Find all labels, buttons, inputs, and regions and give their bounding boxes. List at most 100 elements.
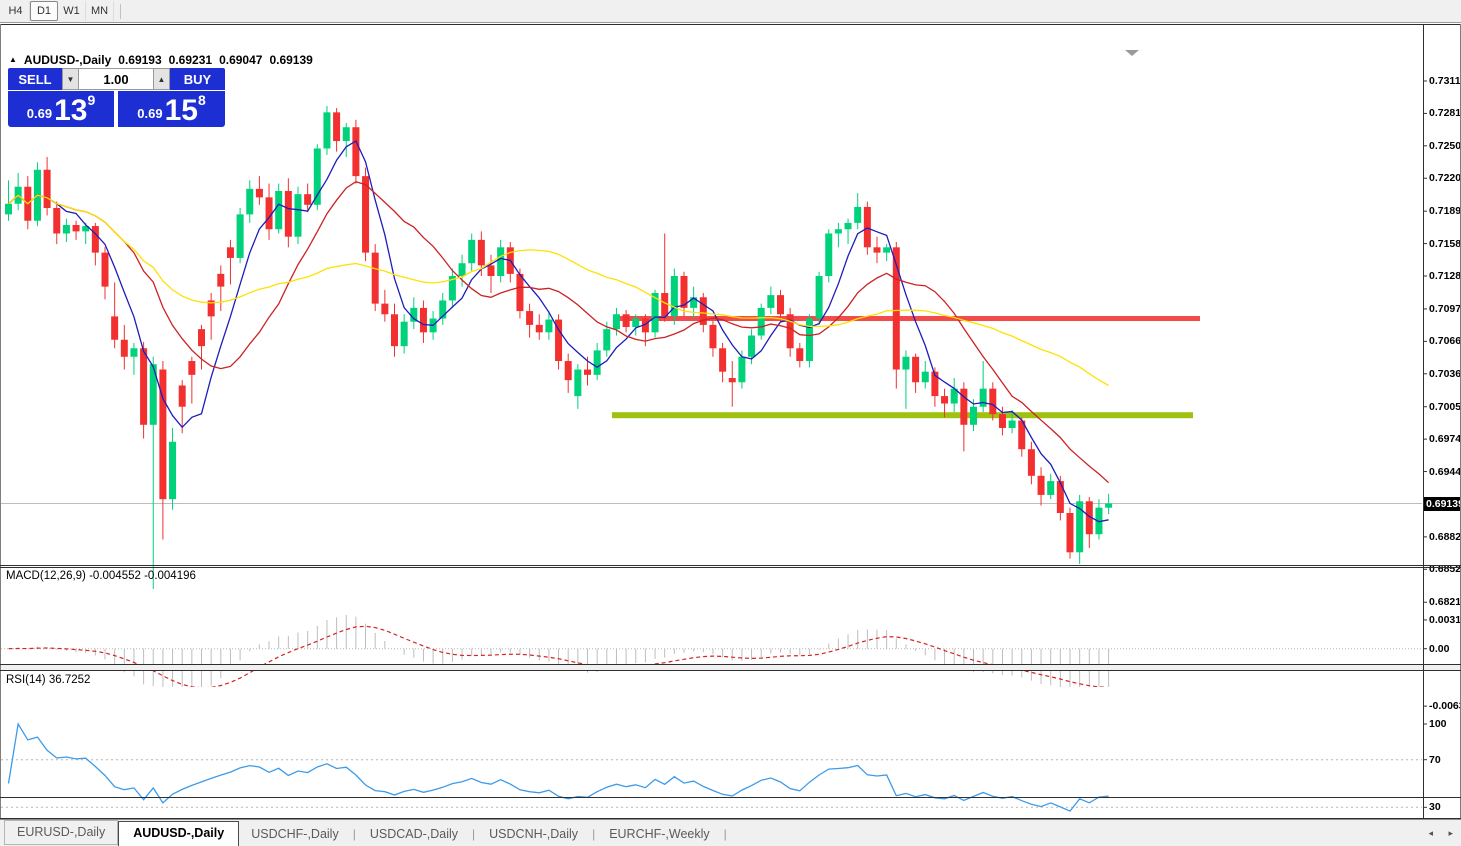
candle-body bbox=[1105, 503, 1113, 508]
candle-body bbox=[477, 239, 485, 266]
symbol-tab-usdcnh[interactable]: USDCNH-,Daily bbox=[489, 827, 579, 841]
chart-window: ▲ AUDUSD-,Daily 0.69193 0.69231 0.69047 … bbox=[0, 24, 1461, 846]
rsi-line bbox=[7, 722, 1109, 812]
candle-body bbox=[603, 329, 611, 351]
support-hline bbox=[612, 412, 1193, 419]
macd-main-value: -0.004552 bbox=[89, 570, 141, 582]
volume-increase-button[interactable]: ▲ bbox=[153, 68, 170, 90]
current-price-label: 0.69139 bbox=[1423, 496, 1461, 511]
rsi-tick-label: 30 bbox=[1429, 801, 1441, 814]
candle-body bbox=[748, 335, 756, 357]
price-tick-label: 0.69745 bbox=[1429, 433, 1461, 446]
candle-body bbox=[169, 441, 177, 500]
timeframe-button-d1[interactable]: D1 bbox=[30, 1, 58, 21]
candle-body bbox=[641, 318, 649, 333]
main-macd-separator[interactable] bbox=[0, 565, 1461, 566]
candle-body bbox=[43, 169, 51, 208]
macd-tick-label: 0.00 bbox=[1429, 642, 1450, 655]
price-tick-label: 0.72505 bbox=[1429, 139, 1461, 152]
chart-canvas[interactable] bbox=[0, 24, 1461, 846]
candle-body bbox=[236, 214, 244, 258]
candle-body bbox=[342, 127, 350, 142]
timeframe-button-w1[interactable]: W1 bbox=[58, 1, 86, 21]
candle-body bbox=[584, 369, 591, 375]
tab-scroll-left-icon[interactable]: ◂ bbox=[1428, 828, 1433, 838]
ohlc-high: 0.69231 bbox=[168, 53, 213, 67]
rsi-indicator-label: RSI(14) 36.7252 bbox=[6, 674, 90, 686]
candle-body bbox=[265, 197, 273, 230]
macd-pane-top-border bbox=[0, 567, 1461, 568]
candle-body bbox=[960, 388, 968, 425]
timeframe-button-mn[interactable]: MN bbox=[86, 1, 114, 21]
candle-body bbox=[535, 324, 543, 333]
candle-body bbox=[487, 265, 495, 277]
symbol-tab-eurchf[interactable]: EURCHF-,Weekly bbox=[609, 827, 710, 841]
sell-price-button[interactable]: 0.69 13 9 bbox=[8, 91, 114, 127]
symbol-tab-usdcad[interactable]: USDCAD-,Daily bbox=[369, 827, 459, 841]
sell-price-prefix: 0.69 bbox=[26, 106, 53, 121]
candle-body bbox=[892, 247, 900, 370]
candle-body bbox=[333, 112, 341, 142]
candle-body bbox=[738, 356, 746, 383]
candle-body bbox=[728, 378, 736, 383]
macd-bottom-border bbox=[0, 664, 1461, 665]
candle-body bbox=[458, 263, 466, 277]
symbol-tab-eurusd[interactable]: EURUSD-,Daily bbox=[4, 820, 119, 845]
tab-separator: | bbox=[352, 827, 356, 841]
buy-button[interactable]: BUY bbox=[170, 68, 225, 90]
candle-body bbox=[651, 293, 659, 333]
candle-body bbox=[883, 247, 891, 253]
chart-title: ▲ AUDUSD-,Daily 0.69193 0.69231 0.69047 … bbox=[9, 53, 313, 67]
candle-body bbox=[931, 371, 939, 397]
candle-body bbox=[246, 188, 254, 215]
rsi-value: 36.7252 bbox=[48, 674, 91, 686]
rsi-tick-label: 70 bbox=[1429, 753, 1441, 766]
candle-body bbox=[497, 247, 505, 277]
symbol-tab-audusd[interactable]: AUDUSD-,Daily bbox=[118, 821, 240, 846]
symbol-tab-usdchf[interactable]: USDCHF-,Daily bbox=[251, 827, 339, 841]
buy-price-button[interactable]: 0.69 15 8 bbox=[118, 91, 225, 127]
candle-body bbox=[1076, 501, 1084, 553]
tab-scroll-right-icon[interactable]: ▸ bbox=[1448, 828, 1453, 838]
macd-signal-line bbox=[8, 625, 1109, 687]
candle-body bbox=[140, 348, 148, 425]
chart-bottom-border bbox=[0, 818, 1461, 819]
candle-body bbox=[564, 361, 572, 381]
price-tick-label: 0.73115 bbox=[1429, 75, 1461, 87]
candle-body bbox=[188, 361, 196, 375]
candle-body bbox=[352, 127, 360, 177]
candle-body bbox=[632, 318, 640, 328]
candle-body bbox=[313, 148, 321, 205]
price-axis-separator[interactable] bbox=[1423, 24, 1424, 818]
candle-body bbox=[130, 348, 138, 357]
main-pane bbox=[1, 105, 1422, 589]
candle-body bbox=[873, 247, 881, 253]
volume-input[interactable]: 1.00 bbox=[79, 68, 153, 90]
timeframe-button-h4[interactable]: H4 bbox=[2, 1, 30, 21]
macd-rsi-splitter[interactable] bbox=[0, 665, 1461, 670]
candle-body bbox=[448, 276, 456, 301]
candle-body bbox=[970, 406, 977, 425]
buy-price-pip: 8 bbox=[197, 92, 206, 108]
candle-body bbox=[1018, 420, 1026, 450]
sell-button[interactable]: SELL bbox=[8, 68, 62, 90]
timeframe-toolbar: H4 D1 W1 MN bbox=[0, 0, 1461, 23]
candle-body bbox=[516, 273, 524, 312]
candle-body bbox=[419, 307, 427, 333]
candle-body bbox=[255, 188, 263, 198]
candle-body bbox=[777, 295, 784, 315]
volume-decrease-button[interactable]: ▼ bbox=[62, 68, 79, 90]
candle-body bbox=[226, 247, 234, 258]
one-click-trade-panel: SELL ▼ 1.00 ▲ BUY 0.69 13 9 0.69 15 8 bbox=[8, 68, 225, 127]
candle-body bbox=[1037, 475, 1045, 495]
candle-body bbox=[863, 206, 871, 248]
candle-body bbox=[178, 385, 186, 407]
candle-body bbox=[767, 295, 775, 308]
rsi-top-border bbox=[0, 670, 1461, 671]
